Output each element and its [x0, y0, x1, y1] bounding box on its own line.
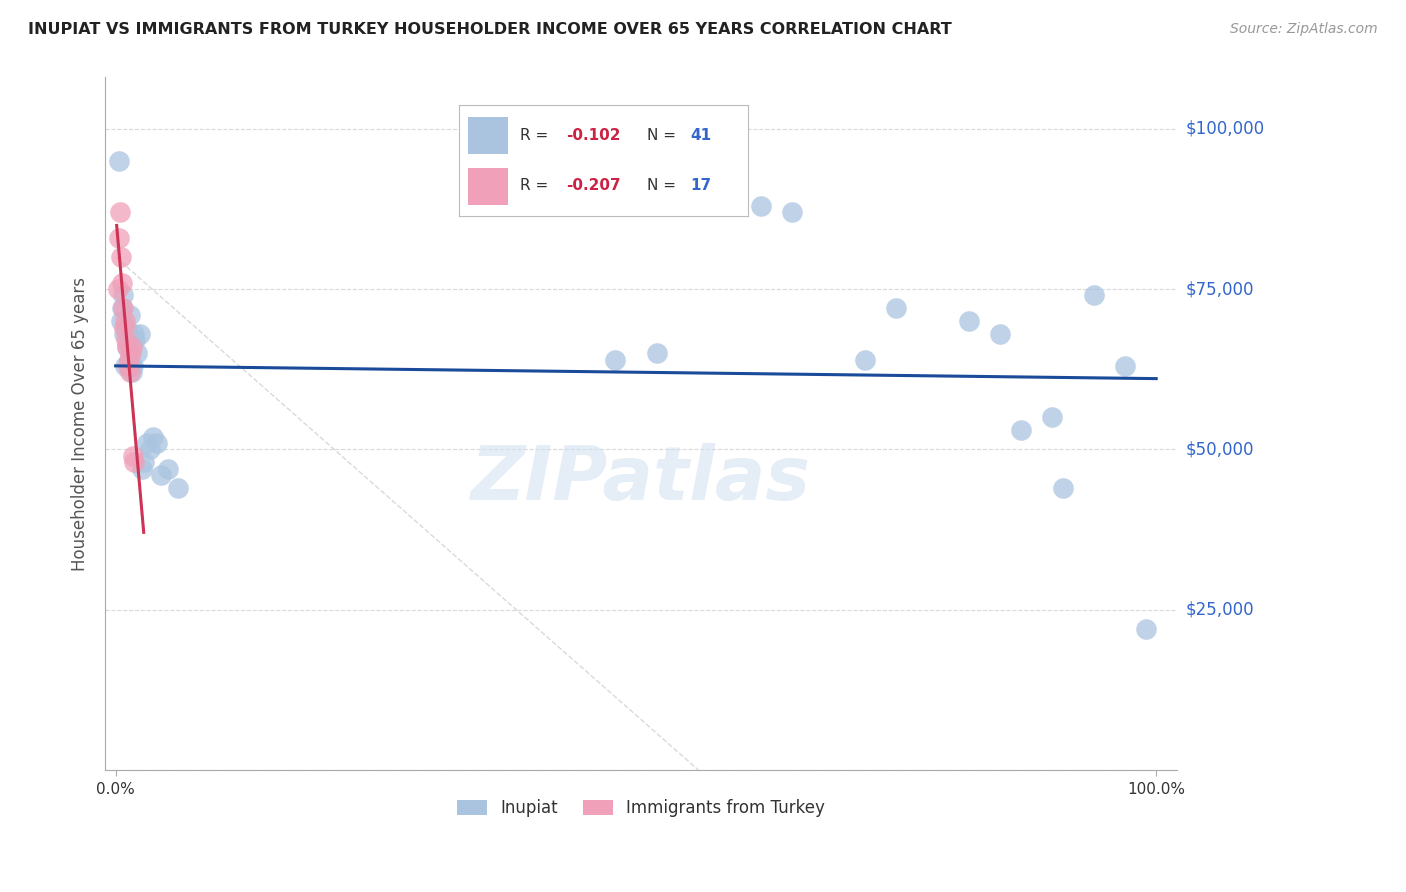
Point: [111, 301, 134, 316]
Point: [110, 314, 132, 328]
Point: [124, 326, 146, 341]
Point: [111, 288, 134, 302]
Text: $50,000: $50,000: [1185, 441, 1254, 458]
Point: [111, 301, 134, 316]
Point: [132, 455, 155, 469]
Point: [120, 366, 142, 380]
Point: [115, 320, 138, 334]
Point: [122, 449, 145, 463]
Text: $75,000: $75,000: [1185, 280, 1254, 298]
Text: Source: ZipAtlas.com: Source: ZipAtlas.com: [1230, 22, 1378, 37]
Y-axis label: Householder Income Over 65 years: Householder Income Over 65 years: [72, 277, 89, 571]
Point: [884, 301, 907, 316]
Point: [117, 326, 139, 341]
Point: [111, 276, 134, 290]
Point: [124, 455, 146, 469]
Point: [1135, 622, 1157, 636]
Point: [603, 352, 626, 367]
Point: [1040, 410, 1063, 425]
Point: [167, 481, 190, 495]
Point: [122, 359, 145, 373]
Point: [988, 326, 1011, 341]
Point: [107, 153, 129, 168]
Text: ZIPatlas: ZIPatlas: [471, 442, 811, 516]
Point: [128, 326, 150, 341]
Text: INUPIAT VS IMMIGRANTS FROM TURKEY HOUSEHOLDER INCOME OVER 65 YEARS CORRELATION C: INUPIAT VS IMMIGRANTS FROM TURKEY HOUSEH…: [28, 22, 952, 37]
Point: [114, 359, 136, 373]
Point: [142, 429, 165, 443]
Point: [121, 340, 143, 354]
Point: [107, 231, 129, 245]
Point: [117, 359, 139, 373]
Point: [156, 461, 179, 475]
Point: [121, 366, 143, 380]
Point: [780, 205, 803, 219]
Point: [120, 308, 142, 322]
Point: [645, 346, 668, 360]
Point: [1083, 288, 1105, 302]
Legend: Inupiat, Immigrants from Turkey: Inupiat, Immigrants from Turkey: [450, 793, 832, 824]
Point: [108, 205, 131, 219]
Point: [150, 468, 173, 483]
Point: [1052, 481, 1074, 495]
Point: [112, 326, 135, 341]
Point: [114, 314, 136, 328]
Text: $100,000: $100,000: [1185, 120, 1264, 137]
Point: [115, 340, 138, 354]
Point: [135, 436, 157, 450]
Point: [127, 346, 149, 360]
Point: [749, 199, 772, 213]
Point: [118, 352, 141, 367]
Point: [120, 346, 142, 360]
Point: [115, 334, 138, 348]
Point: [146, 436, 169, 450]
Point: [110, 250, 132, 264]
Point: [124, 334, 146, 348]
Point: [853, 352, 876, 367]
Point: [1114, 359, 1136, 373]
Point: [120, 359, 142, 373]
Point: [112, 320, 135, 334]
Point: [107, 282, 129, 296]
Point: [139, 442, 162, 457]
Text: $25,000: $25,000: [1185, 600, 1254, 619]
Point: [957, 314, 980, 328]
Point: [1010, 423, 1032, 437]
Point: [115, 340, 138, 354]
Point: [118, 352, 141, 367]
Point: [131, 461, 153, 475]
